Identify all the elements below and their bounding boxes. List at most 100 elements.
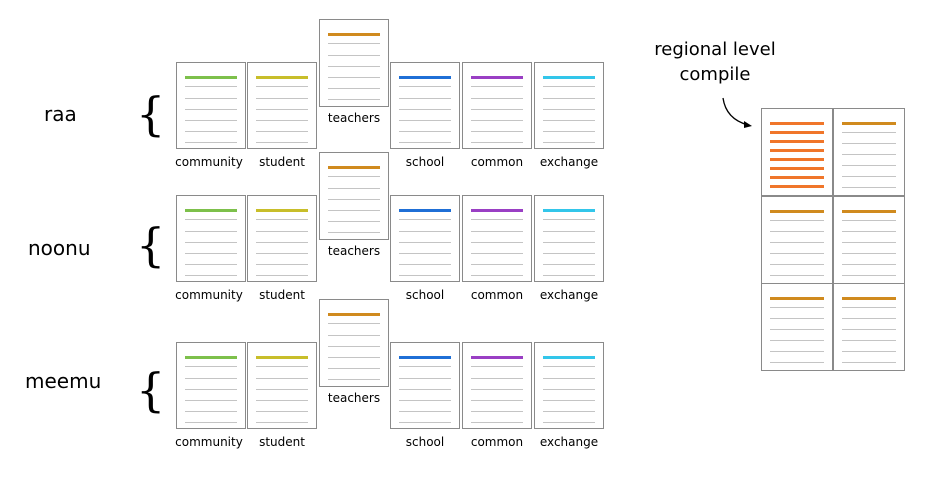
card-text-line [471,400,523,401]
card-text-line [842,231,896,232]
doc-card-exchange [534,62,604,149]
card-header-bar [185,356,237,359]
doc-card-exchange [534,342,604,429]
card-text-line [256,275,308,276]
card-text-line [399,242,451,243]
card-header-bar [770,210,824,213]
card-text-line [256,422,308,423]
card-text-line [842,307,896,308]
card-label-school: school [405,155,445,169]
doc-card-school [390,195,460,282]
card-text-line [471,219,523,220]
doc-card-school [390,62,460,149]
card-text-line [543,411,595,412]
card-text-line [399,219,451,220]
card-label-teachers: teachers [327,111,381,125]
card-text-line [399,378,451,379]
card-text-line [543,264,595,265]
card-header-bar [471,209,523,212]
card-text-line [842,165,896,166]
card-text-line [328,221,380,222]
regional-card [833,196,905,284]
card-text-line [256,400,308,401]
card-text-line [770,253,824,254]
card-text-line [328,66,380,67]
doc-card-teachers [319,19,389,107]
card-text-line [471,109,523,110]
brace-meemu: { [136,363,166,417]
card-label-student: student [259,288,305,302]
compiled-line [770,167,824,170]
card-text-line [842,176,896,177]
doc-card-school [390,342,460,429]
card-text-line [256,231,308,232]
card-text-line [770,220,824,221]
card-text-line [842,275,896,276]
card-text-line [328,210,380,211]
card-text-line [185,86,237,87]
card-label-community: community [175,435,243,449]
card-label-school: school [405,435,445,449]
card-text-line [399,120,451,121]
card-text-line [770,318,824,319]
card-label-common: common [470,155,524,169]
card-text-line [185,411,237,412]
card-text-line [185,242,237,243]
card-label-teachers: teachers [327,391,381,405]
compiled-line [770,149,824,152]
card-text-line [543,86,595,87]
card-text-line [328,368,380,369]
card-text-line [399,86,451,87]
card-text-line [256,120,308,121]
card-header-bar [399,356,451,359]
doc-card-teachers [319,299,389,387]
card-header-bar [185,209,237,212]
card-text-line [842,329,896,330]
card-text-line [471,120,523,121]
card-text-line [543,109,595,110]
card-text-line [543,422,595,423]
card-text-line [256,219,308,220]
card-text-line [328,357,380,358]
card-header-bar [256,209,308,212]
compiled-line [770,158,824,161]
card-text-line [471,389,523,390]
card-text-line [328,55,380,56]
card-text-line [328,188,380,189]
regional-title: regional level compile [640,37,790,87]
card-label-exchange: exchange [539,435,599,449]
card-header-bar [185,76,237,79]
group-label-meemu: meemu [25,369,102,393]
card-text-line [399,131,451,132]
doc-card-teachers [319,152,389,240]
card-text-line [185,366,237,367]
regional-card [833,108,905,196]
card-text-line [842,318,896,319]
card-text-line [842,132,896,133]
card-text-line [543,275,595,276]
card-text-line [399,98,451,99]
card-text-line [543,142,595,143]
card-text-line [842,187,896,188]
regional-card [833,283,905,371]
doc-card-community [176,195,246,282]
card-text-line [543,400,595,401]
card-text-line [543,98,595,99]
card-header-bar [842,210,896,213]
card-header-bar [543,209,595,212]
card-header-bar [471,76,523,79]
card-text-line [256,98,308,99]
doc-card-community [176,62,246,149]
card-text-line [842,242,896,243]
card-label-exchange: exchange [539,288,599,302]
card-text-line [543,131,595,132]
card-label-community: community [175,288,243,302]
card-text-line [770,242,824,243]
card-header-bar [256,76,308,79]
compiled-line [770,185,824,188]
card-text-line [770,264,824,265]
card-text-line [842,264,896,265]
regional-card [761,108,833,196]
card-text-line [770,351,824,352]
card-header-bar [256,356,308,359]
